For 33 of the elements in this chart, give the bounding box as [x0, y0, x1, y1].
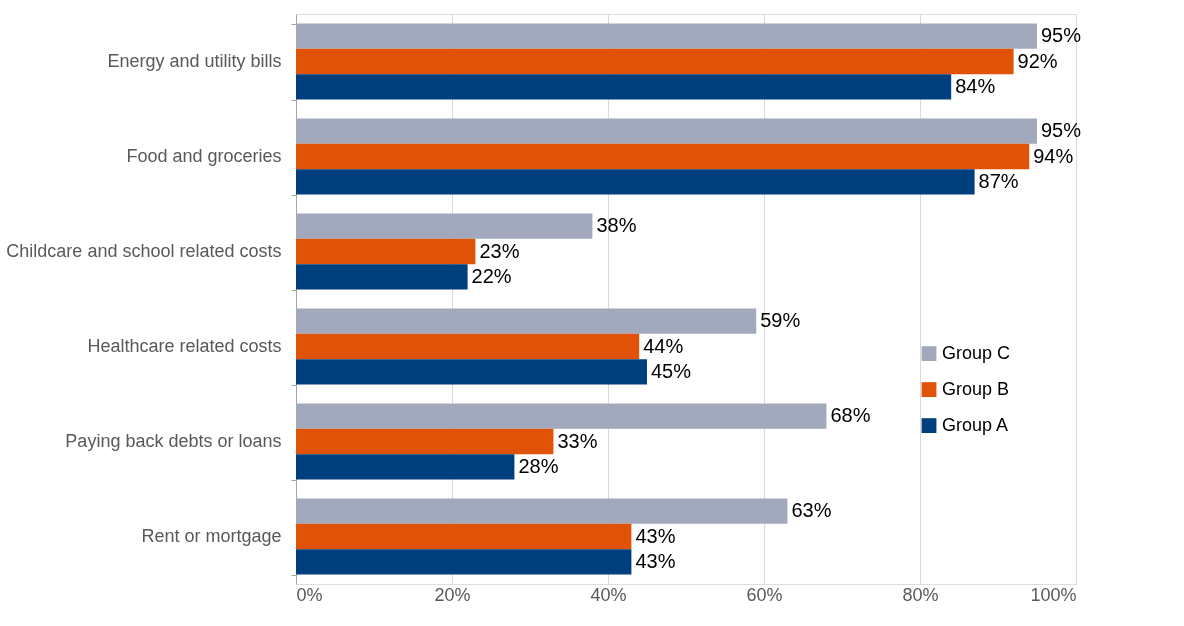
data-label: 87%	[978, 169, 1019, 192]
x-tick-label: 80%	[902, 584, 939, 605]
data-label: 94%	[1033, 144, 1074, 167]
x-tick-label: 20%	[434, 584, 471, 605]
data-label: 33%	[557, 429, 598, 452]
data-label: 63%	[791, 499, 832, 522]
legend-label: Group B	[942, 378, 1010, 399]
data-label: 95%	[1041, 24, 1082, 47]
x-tick-label: 0%	[296, 584, 323, 605]
data-label: 43%	[635, 549, 676, 572]
data-label: 92%	[1017, 49, 1058, 72]
data-label: 84%	[955, 74, 996, 97]
data-label: 95%	[1041, 119, 1082, 142]
data-label: 59%	[760, 309, 801, 332]
legend-label: Group C	[942, 342, 1011, 363]
data-label: 68%	[830, 404, 871, 427]
data-label: 43%	[635, 524, 676, 547]
y-tick-label: Energy and utility bills	[107, 51, 282, 71]
x-tick-label: 40%	[590, 584, 627, 605]
x-tick-label: 100%	[1030, 584, 1077, 605]
data-label: 23%	[479, 239, 520, 262]
y-tick-label: Childcare and school related costs	[6, 241, 282, 261]
data-label: 38%	[596, 214, 637, 237]
data-label: 45%	[651, 359, 692, 382]
y-tick-label: Paying back debts or loans	[65, 431, 282, 451]
y-tick-label: Rent or mortgage	[141, 526, 282, 546]
legend-label: Group A	[942, 414, 1009, 435]
data-label: 28%	[518, 454, 559, 477]
y-tick-label: Food and groceries	[126, 146, 282, 166]
data-label: 44%	[643, 334, 684, 357]
x-tick-label: 60%	[746, 584, 783, 605]
y-tick-label: Healthcare related costs	[87, 336, 282, 356]
data-label: 22%	[471, 264, 512, 287]
